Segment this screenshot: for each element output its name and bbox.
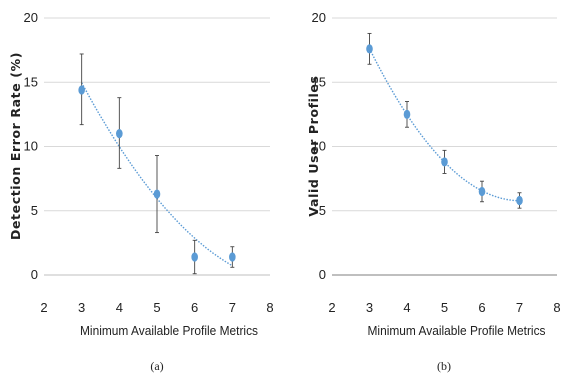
x-tick-label: 3 [78, 300, 85, 315]
x-tick-label: 6 [478, 300, 485, 315]
chart-panel-a: 0 5 10 15 20 2 3 4 5 6 7 8 Minimum Available Profile… [8, 10, 274, 373]
x-tick-label: 4 [403, 300, 410, 315]
y-axis-label: Detection Error Rate (%) [8, 52, 23, 240]
y-tick-label: 20 [312, 10, 326, 25]
panel-caption: (a) [150, 359, 163, 373]
x-tick-label: 6 [191, 300, 198, 315]
data-point [191, 252, 198, 262]
x-tick-label: 5 [153, 300, 160, 315]
data-point [403, 109, 411, 119]
y-tick-label: 5 [31, 203, 38, 218]
y-tick-label: 20 [24, 10, 38, 25]
x-tick-label: 8 [266, 300, 273, 315]
x-tick-label: 3 [366, 300, 373, 315]
data-point [478, 186, 486, 197]
x-tick-label: 5 [441, 300, 448, 315]
data-point [516, 195, 523, 206]
x-tick-label: 8 [553, 300, 560, 315]
data-point [116, 129, 123, 139]
panel-caption: (b) [437, 359, 451, 373]
chart-panel-b: 0 5 10 15 20 2 3 4 5 6 7 8 Minimum Available Profile… [306, 10, 561, 373]
x-tick-label: 2 [328, 300, 335, 315]
y-tick-label: 15 [24, 74, 38, 89]
data-point [441, 157, 448, 167]
data-point [78, 85, 85, 95]
x-axis-label: Minimum Available Profile Metrics [80, 323, 258, 338]
x-tick-label: 7 [229, 300, 236, 315]
y-tick-label: 5 [319, 203, 326, 218]
trendline [368, 48, 520, 202]
y-axis-label: Valid User Profiles [306, 75, 321, 216]
x-tick-label: 4 [116, 300, 123, 315]
data-point [153, 189, 161, 199]
y-tick-label: 0 [319, 267, 326, 282]
y-tick-label: 0 [31, 267, 38, 282]
data-point [366, 44, 373, 54]
y-tick-label: 10 [312, 139, 326, 154]
y-tick-label: 15 [312, 74, 326, 89]
y-tick-label: 10 [24, 139, 38, 154]
x-axis-label: Minimum Available Profile Metrics [368, 323, 546, 338]
x-tick-label: 7 [516, 300, 523, 315]
x-tick-label: 2 [40, 300, 47, 315]
data-point [229, 252, 236, 262]
